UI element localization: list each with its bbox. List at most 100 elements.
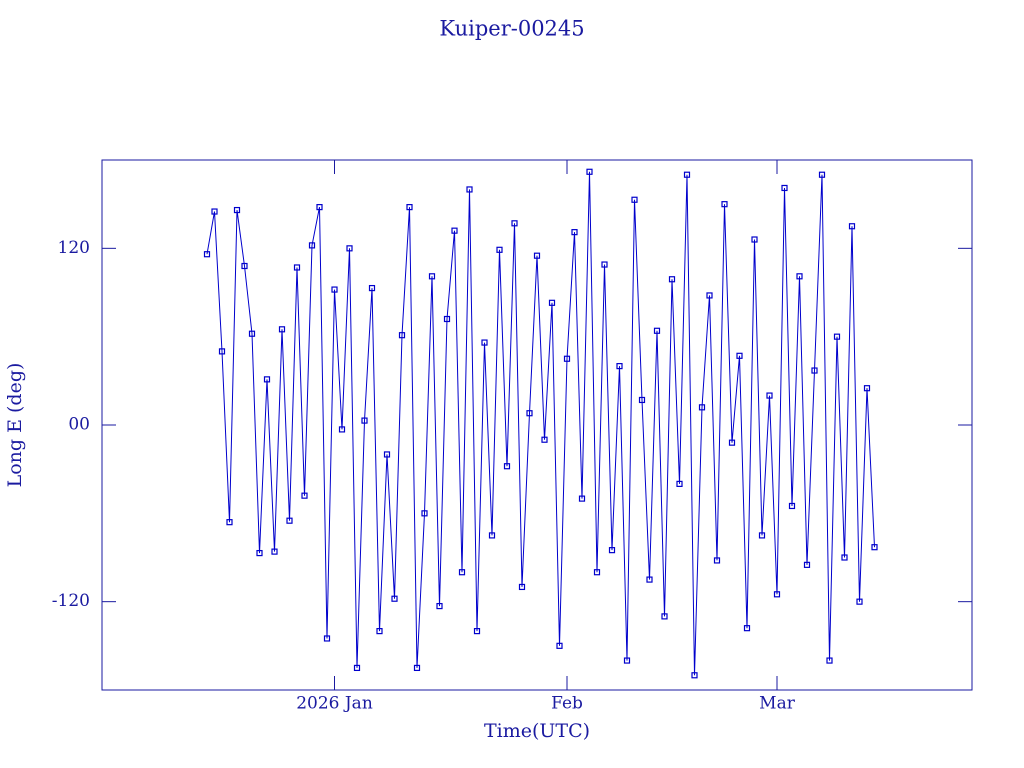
data-point — [376, 628, 383, 635]
data-point — [443, 315, 451, 323]
data-point — [406, 204, 413, 211]
data-point — [818, 171, 826, 178]
data-point — [736, 352, 743, 359]
data-point — [653, 327, 661, 334]
data-point — [638, 396, 646, 404]
data-point — [241, 262, 248, 270]
data-point — [316, 204, 323, 211]
data-point — [571, 229, 578, 236]
data-point — [263, 376, 271, 383]
data-point — [331, 286, 338, 293]
data-point — [601, 261, 608, 268]
data-point — [691, 672, 698, 679]
data-point — [391, 595, 398, 602]
data-point — [623, 657, 631, 664]
data-point — [218, 348, 226, 355]
data-point — [676, 480, 683, 487]
data-point — [848, 223, 856, 230]
data-point — [713, 557, 721, 564]
data-point — [256, 549, 263, 557]
y-tick-label: 120 — [58, 238, 90, 258]
data-point — [323, 635, 331, 642]
plot-frame — [101, 159, 973, 691]
data-point — [668, 276, 676, 283]
data-point — [586, 168, 593, 175]
data-point — [511, 220, 518, 227]
data-point — [451, 227, 458, 234]
data-point — [248, 330, 256, 337]
data-point — [743, 625, 751, 632]
data-point — [466, 186, 473, 193]
data-point — [203, 251, 211, 258]
data-point — [361, 417, 368, 424]
y-tick-label: -120 — [52, 591, 90, 611]
data-point — [706, 292, 713, 299]
data-point — [353, 664, 361, 672]
data-point — [533, 252, 541, 259]
data-point — [436, 602, 443, 610]
data-point — [338, 426, 346, 433]
data-point — [496, 246, 503, 253]
x-tick-label: 2026 Jan — [296, 694, 373, 714]
data-point — [286, 517, 293, 524]
x-tick-label: Feb — [551, 694, 583, 714]
data-point — [413, 664, 421, 672]
data-point — [796, 273, 803, 280]
data-point — [526, 410, 533, 417]
data-point — [661, 613, 668, 620]
data-point — [563, 355, 571, 362]
data-point — [308, 242, 316, 249]
data-point — [871, 544, 878, 551]
chart-title: Kuiper-00245 — [439, 17, 584, 41]
data-point — [773, 591, 781, 598]
data-point — [271, 548, 278, 555]
data-point — [346, 245, 353, 252]
data-line — [206, 171, 875, 676]
data-point — [488, 532, 496, 539]
data-point — [548, 299, 556, 306]
x-axis-label: Time(UTC) — [484, 720, 590, 742]
data-point — [826, 657, 833, 664]
data-point — [863, 385, 871, 392]
data-point — [301, 492, 308, 499]
data-point — [421, 510, 428, 517]
data-point — [811, 367, 818, 374]
data-point — [698, 404, 706, 411]
data-point — [803, 561, 811, 568]
data-point — [541, 436, 548, 443]
data-point — [278, 326, 286, 333]
y-axis-label: Long E (deg) — [4, 363, 26, 488]
data-point — [556, 642, 563, 649]
data-point — [473, 628, 481, 635]
data-point — [758, 532, 766, 539]
data-point — [788, 502, 796, 510]
data-point — [226, 519, 233, 526]
data-point — [593, 569, 601, 576]
data-point — [383, 451, 391, 458]
data-point — [781, 184, 788, 192]
data-point — [398, 332, 406, 339]
plot-area — [203, 168, 878, 679]
data-point — [608, 547, 616, 554]
data-point — [646, 576, 653, 583]
data-point — [578, 495, 586, 502]
data-point — [428, 273, 436, 280]
data-point — [833, 333, 841, 340]
data-point — [518, 583, 526, 591]
data-point — [458, 569, 466, 576]
data-point — [233, 206, 241, 214]
data-point — [211, 208, 218, 215]
data-point — [368, 284, 376, 292]
data-point — [631, 196, 638, 203]
data-point — [856, 598, 863, 605]
data-point — [728, 439, 736, 446]
data-point — [721, 201, 728, 208]
data-point — [503, 463, 511, 470]
data-point — [751, 236, 758, 243]
data-point — [616, 363, 623, 370]
data-point — [841, 554, 848, 561]
data-point — [766, 392, 773, 399]
data-point — [293, 264, 301, 271]
data-point — [683, 171, 691, 178]
